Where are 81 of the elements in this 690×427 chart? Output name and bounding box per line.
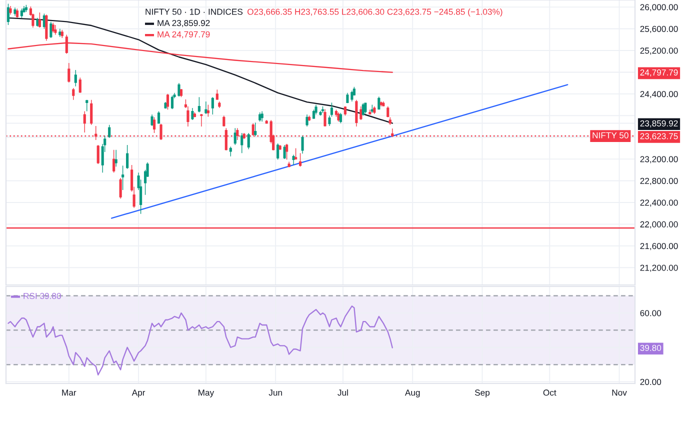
x-tick-label: May xyxy=(198,390,214,398)
candlestick xyxy=(211,96,214,115)
candlestick xyxy=(355,100,358,127)
candlestick xyxy=(368,109,372,115)
candlestick xyxy=(301,135,304,154)
x-tick-label: Aug xyxy=(404,390,420,398)
candlestick xyxy=(68,62,70,83)
y-tick-label: 20.00 xyxy=(640,378,662,385)
candlestick xyxy=(240,132,244,154)
y-tick-label: 39.80 xyxy=(640,344,662,351)
candlestick xyxy=(114,149,118,168)
y-tick-label: 60.00 xyxy=(640,310,662,316)
y-tick-label: 25,200.00 xyxy=(640,48,678,55)
legend-label: MA 23,859.92 xyxy=(158,20,210,28)
candlestick xyxy=(112,149,116,173)
legend-label: RSI 39.80 xyxy=(24,292,61,300)
y-tick-label: 21,200.00 xyxy=(640,264,678,272)
candlestick xyxy=(200,114,203,127)
candlestick xyxy=(278,144,282,150)
candlestick xyxy=(122,165,124,190)
candlestick xyxy=(72,88,75,100)
candlestick xyxy=(344,106,347,116)
y-tick-label: 23,200.00 xyxy=(640,156,678,164)
y-tick-label: 26,000.00 xyxy=(640,4,678,12)
candlestick xyxy=(288,161,290,168)
y-tick-label: 22,400.00 xyxy=(640,200,678,207)
candlestick xyxy=(198,96,200,113)
candlestick xyxy=(378,96,380,110)
candlestick xyxy=(306,114,308,127)
candlestick xyxy=(150,114,154,126)
candlestick xyxy=(339,112,342,124)
y-tick-label: 21,600.00 xyxy=(640,243,678,250)
candlestick xyxy=(74,70,77,87)
x-tick-label: Jun xyxy=(268,390,282,396)
candlestick xyxy=(193,112,196,118)
candlestick xyxy=(204,101,208,114)
candlestick xyxy=(298,152,302,168)
candlestick xyxy=(388,116,392,126)
candlestick xyxy=(346,92,349,104)
candlestick xyxy=(321,106,324,114)
candlestick xyxy=(337,112,340,122)
candlestick xyxy=(258,112,262,122)
text: NIFTY 50 · 1D · INDICES xyxy=(146,8,243,15)
x-tick-label: Sep xyxy=(474,390,490,398)
candlestick xyxy=(229,146,232,157)
candlestick xyxy=(86,100,88,112)
candlestick xyxy=(265,120,268,124)
text: O23,666.35 H23,763.55 L23,606.30 C23,623.75 −245.85 (−1.03%) xyxy=(248,8,502,17)
x-tick-label: Nov xyxy=(612,390,627,396)
y-tick-label: 24,400.00 xyxy=(640,91,678,98)
candlestick xyxy=(308,115,311,122)
y-tick-label: 23,859.92 xyxy=(640,120,678,128)
x-tick-label: Mar xyxy=(62,390,76,396)
candlestick xyxy=(324,108,326,127)
candlestick xyxy=(292,154,295,166)
x-tick-label: Jul xyxy=(338,389,348,396)
y-tick-label: 23,623.75 xyxy=(640,133,678,140)
y-tick-label: 22,800.00 xyxy=(640,178,678,185)
candlestick xyxy=(294,148,298,160)
ref-line-label: NIFTY 50 xyxy=(592,132,628,138)
candlestick xyxy=(216,89,218,100)
candlestick xyxy=(152,116,156,134)
candlestick xyxy=(286,144,288,160)
candlestick xyxy=(373,106,376,114)
candlestick xyxy=(180,88,183,98)
y-tick-label: 25,600.00 xyxy=(640,26,678,33)
y-tick-label: 22,000.00 xyxy=(640,221,678,228)
candlestick xyxy=(206,104,210,118)
y-tick-label: 24,797.79 xyxy=(640,69,678,77)
candlestick xyxy=(222,115,226,127)
x-tick-label: Apr xyxy=(132,390,146,398)
legend-label: MA 24,797.79 xyxy=(158,31,210,38)
candlestick xyxy=(191,108,194,120)
candlestick xyxy=(164,102,167,109)
candlestick xyxy=(254,122,257,137)
candlestick xyxy=(260,110,264,122)
candlestick xyxy=(360,106,362,120)
x-tick-label: Oct xyxy=(543,390,556,396)
candlestick xyxy=(83,110,86,133)
candlestick xyxy=(218,101,221,108)
candlestick xyxy=(350,90,354,102)
